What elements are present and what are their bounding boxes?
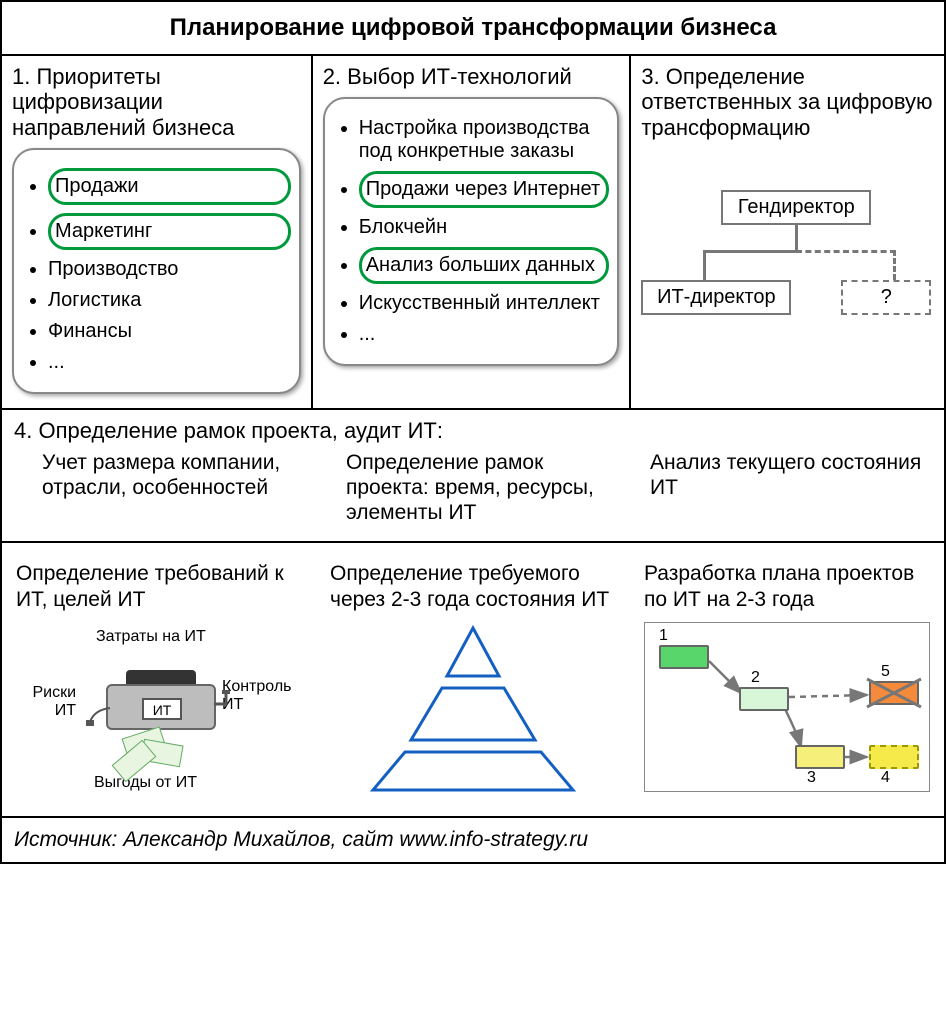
panel2-list: Настройка производства под конкретные за… xyxy=(333,117,610,346)
panel2-item: Продажи через Интернет xyxy=(359,171,610,208)
it-cost-diagram: Затраты на ИТ Риски ИТ Контроль ИТ Выгод… xyxy=(16,622,302,802)
panel-scope: 4. Определение рамок проекта, аудит ИТ: … xyxy=(2,410,944,544)
panel1-item: ... xyxy=(48,351,291,374)
panel2-item: Искусственный интеллект xyxy=(359,292,610,315)
panel4-col: Учет размера компании, отрасли, особенно… xyxy=(42,450,324,526)
org-box-unknown: ? xyxy=(841,280,931,315)
panel2-item: Анализ больших данных xyxy=(359,247,610,284)
org-connector xyxy=(703,250,706,280)
plan-node-1 xyxy=(659,645,709,669)
plan-node-num: 4 xyxy=(881,769,890,787)
panel-target-state: Определение требуемого через 2-3 года со… xyxy=(316,543,630,815)
panel2-item: Блокчейн xyxy=(359,216,610,239)
bottom-row: Определение требований к ИТ, целей ИТ За… xyxy=(2,543,944,817)
panel1-item: Производство xyxy=(48,258,291,281)
panel2-item: Настройка производства под конкретные за… xyxy=(359,117,610,163)
printer-icon: ИТ xyxy=(106,670,216,732)
panel1-item: Финансы xyxy=(48,320,291,343)
panel-responsibles: 3. Определение ответственных за цифровую… xyxy=(631,56,944,408)
org-connector-dashed xyxy=(796,250,896,253)
org-connector xyxy=(795,224,798,250)
org-connector xyxy=(703,250,798,253)
panel-project-plan: Разработка плана проектов по ИТ на 2-3 г… xyxy=(630,543,944,815)
panel-it-requirements: Определение требований к ИТ, целей ИТ За… xyxy=(2,543,316,815)
plan-node-num: 1 xyxy=(659,627,668,645)
pyramid-icon xyxy=(343,622,603,792)
plan-node-num: 3 xyxy=(807,769,816,787)
panel4-col: Определение рамок проекта: время, ресурс… xyxy=(346,450,628,526)
panel4-col: Анализ текущего состояния ИТ xyxy=(650,450,932,526)
label-risks: Риски ИТ xyxy=(16,684,76,720)
panel1-list: Продажи Маркетинг Производство Логистика… xyxy=(22,168,291,374)
panel2-card: Настройка производства под конкретные за… xyxy=(323,97,620,366)
org-connector-dashed xyxy=(893,250,896,280)
panel4-heading: 4. Определение рамок проекта, аудит ИТ: xyxy=(14,418,932,444)
label-costs: Затраты на ИТ xyxy=(96,628,206,646)
org-chart: Гендиректор ИТ-директор ? xyxy=(641,180,934,380)
plan-node-2 xyxy=(739,687,789,711)
b1-heading: Определение требований к ИТ, целей ИТ xyxy=(16,561,302,611)
money-icon xyxy=(124,732,194,772)
org-box-cio: ИТ-директор xyxy=(641,280,791,315)
panel1-card: Продажи Маркетинг Производство Логистика… xyxy=(12,148,301,394)
panel-technologies: 2. Выбор ИТ-технологий Настройка произво… xyxy=(313,56,632,408)
plan-node-4 xyxy=(869,745,919,769)
panel1-item: Продажи xyxy=(48,168,291,205)
plan-diagram: 1 2 3 4 5 xyxy=(644,622,930,792)
plan-node-num: 2 xyxy=(751,669,760,687)
label-benefits: Выгоды от ИТ xyxy=(94,774,197,792)
page-title: Планирование цифровой трансформации бизн… xyxy=(2,2,944,56)
panel3-heading: 3. Определение ответственных за цифровую… xyxy=(641,64,934,140)
panel1-heading: 1. Приоритеты цифровизации направлений б… xyxy=(12,64,301,140)
plan-node-3 xyxy=(795,745,845,769)
panel4-columns: Учет размера компании, отрасли, особенно… xyxy=(14,450,932,526)
panel2-item: ... xyxy=(359,323,610,346)
panel1-item: Логистика xyxy=(48,289,291,312)
panel2-heading: 2. Выбор ИТ-технологий xyxy=(323,64,620,89)
pyramid-svg xyxy=(343,622,603,792)
printer-chip-label: ИТ xyxy=(142,698,182,720)
source-footer: Источник: Александр Михайлов, сайт www.i… xyxy=(2,818,944,862)
b2-heading: Определение требуемого через 2-3 года со… xyxy=(330,561,616,611)
org-box-ceo: Гендиректор xyxy=(721,190,871,225)
infographic-page: Планирование цифровой трансформации бизн… xyxy=(0,0,946,864)
top-row: 1. Приоритеты цифровизации направлений б… xyxy=(2,56,944,410)
b3-heading: Разработка плана проектов по ИТ на 2-3 г… xyxy=(644,561,930,611)
cross-icon xyxy=(865,677,925,711)
panel-priorities: 1. Приоритеты цифровизации направлений б… xyxy=(2,56,313,408)
panel1-item: Маркетинг xyxy=(48,213,291,250)
